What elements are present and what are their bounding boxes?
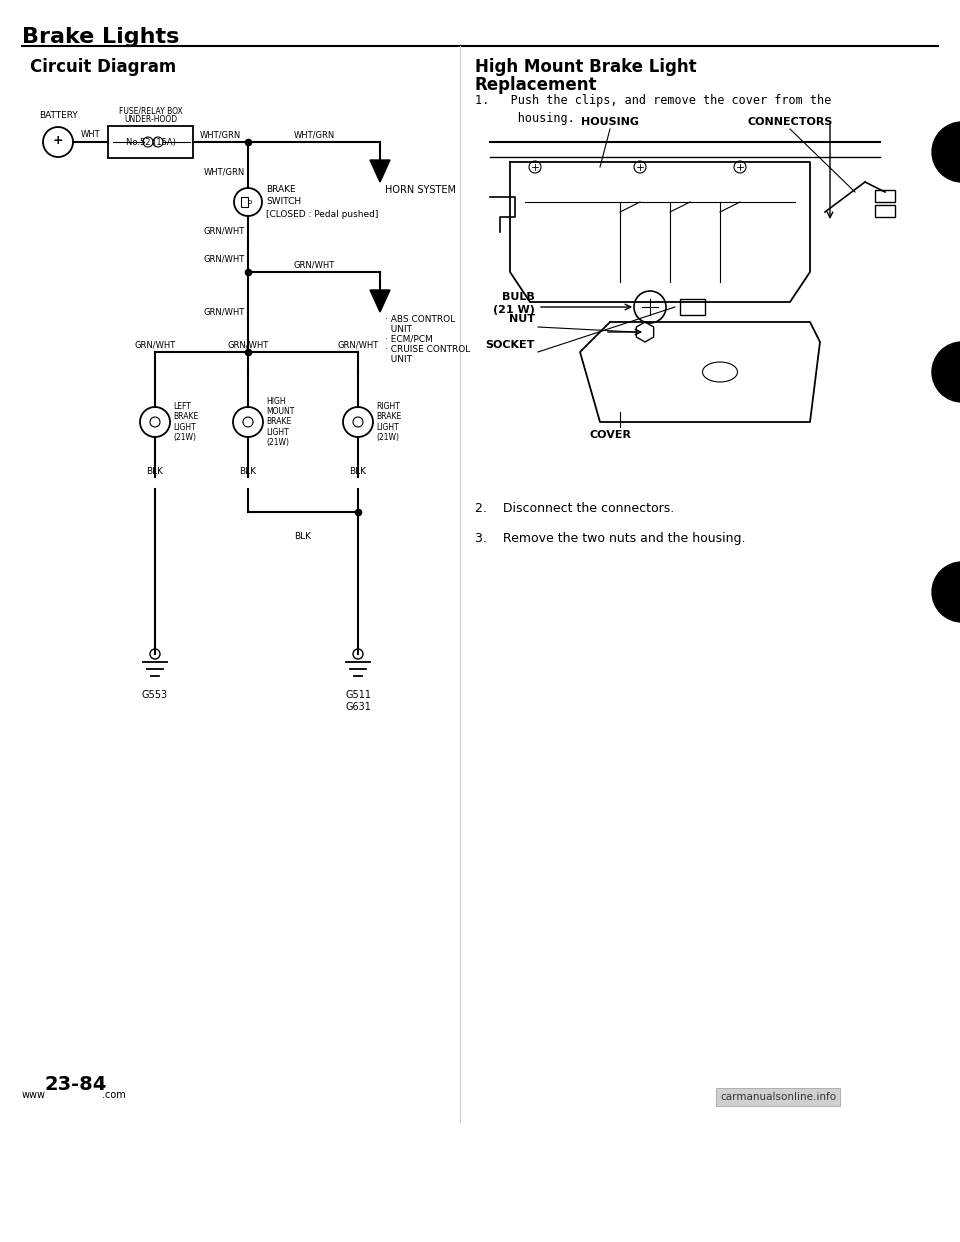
Text: 1.   Push the clips, and remove the cover from the: 1. Push the clips, and remove the cover … [475,94,831,107]
Text: 2.    Disconnect the connectors.: 2. Disconnect the connectors. [475,502,674,515]
Text: Brake Lights: Brake Lights [22,27,180,47]
Text: G553: G553 [142,691,168,700]
Text: · ABS CONTROL: · ABS CONTROL [385,315,455,324]
Text: 3.    Remove the two nuts and the housing.: 3. Remove the two nuts and the housing. [475,532,746,545]
Text: FUSE/RELAY BOX: FUSE/RELAY BOX [119,107,182,116]
Text: (21 W): (21 W) [493,306,535,315]
Circle shape [343,407,373,437]
Text: RIGHT
BRAKE
LIGHT
(21W): RIGHT BRAKE LIGHT (21W) [376,402,401,442]
Text: No.52 (15A): No.52 (15A) [126,138,176,147]
Text: WHT/GRN: WHT/GRN [294,130,335,139]
Polygon shape [370,160,390,183]
Bar [875,205,895,217]
Text: www: www [22,1090,46,1100]
Wedge shape [932,342,960,402]
Text: o: o [248,199,252,205]
Text: Replacement: Replacement [475,76,597,94]
Text: High Mount Brake Light: High Mount Brake Light [475,58,697,76]
Text: NUT: NUT [509,314,535,324]
Text: · ECM/PCM: · ECM/PCM [385,335,433,344]
Text: G511
G631: G511 G631 [345,691,371,712]
Text: COVER: COVER [590,430,632,440]
Text: .com: .com [102,1090,126,1100]
Text: BATTERY: BATTERY [38,111,78,120]
Text: BLK: BLK [349,467,367,476]
Circle shape [233,407,263,437]
Text: GRN/WHT: GRN/WHT [337,340,378,349]
Wedge shape [932,561,960,622]
Text: WHT: WHT [81,130,100,139]
Text: 23-84: 23-84 [44,1076,107,1094]
Bar [241,197,248,207]
Text: SWITCH: SWITCH [266,197,301,206]
Text: BRAKE: BRAKE [266,185,296,194]
Text: UNIT: UNIT [385,355,412,364]
Text: · CRUISE CONTROL: · CRUISE CONTROL [385,345,470,354]
Text: GRN/WHT: GRN/WHT [294,260,335,270]
Circle shape [234,188,262,216]
Text: WHT/GRN: WHT/GRN [200,130,241,139]
Text: BLK: BLK [147,467,163,476]
Text: GRN/WHT: GRN/WHT [204,308,245,317]
Text: housing.: housing. [475,112,575,125]
Bar [108,125,193,158]
Bar [875,190,895,202]
Bar [680,299,705,315]
Text: carmanualsonline.info: carmanualsonline.info [720,1092,836,1102]
Text: UNIT: UNIT [385,325,412,334]
Text: BULB: BULB [502,292,535,302]
Wedge shape [932,122,960,183]
Text: +: + [53,134,63,148]
Text: GRN/WHT: GRN/WHT [134,340,176,349]
Text: GRN/WHT: GRN/WHT [204,227,245,236]
Text: Circuit Diagram: Circuit Diagram [30,58,177,76]
Text: WHT/GRN: WHT/GRN [204,168,245,176]
Text: CONNECTORS: CONNECTORS [747,117,832,127]
Text: BLK: BLK [239,467,256,476]
Text: GRN/WHT: GRN/WHT [228,340,269,349]
Text: GRN/WHT: GRN/WHT [204,255,245,265]
Polygon shape [370,289,390,312]
Text: [CLOSED : Pedal pushed]: [CLOSED : Pedal pushed] [266,210,378,219]
Text: HIGH
MOUNT
BRAKE
LIGHT
(21W): HIGH MOUNT BRAKE LIGHT (21W) [266,396,295,447]
Text: HORN SYSTEM: HORN SYSTEM [385,185,456,195]
Text: BLK: BLK [295,532,311,542]
Text: LEFT
BRAKE
LIGHT
(21W): LEFT BRAKE LIGHT (21W) [173,402,199,442]
Text: HOUSING: HOUSING [581,117,639,127]
Text: UNDER-HOOD: UNDER-HOOD [124,116,177,124]
Text: SOCKET: SOCKET [486,340,535,350]
Circle shape [140,407,170,437]
